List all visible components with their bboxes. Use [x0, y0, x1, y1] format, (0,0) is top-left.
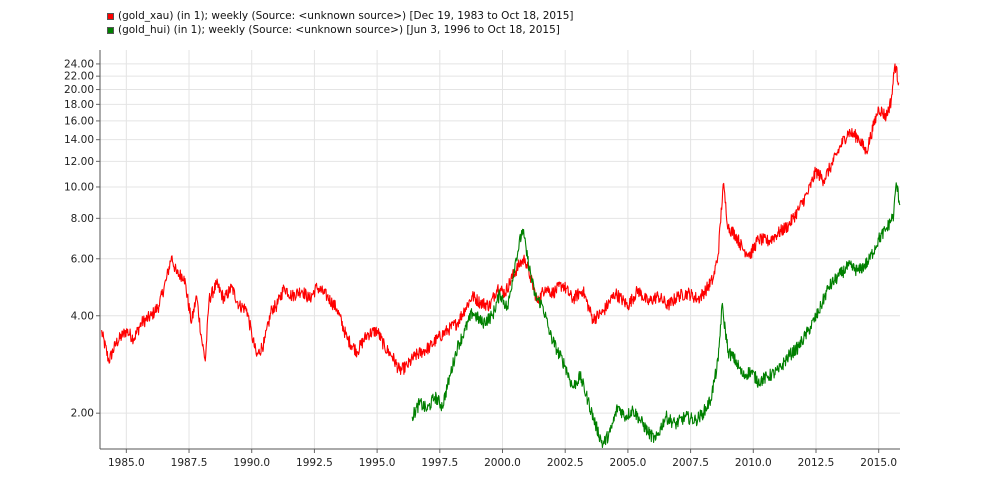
y-tick-label: 10.00 — [64, 181, 94, 193]
x-tick-label: 2002.5 — [547, 457, 584, 469]
chart-legend: (gold_xau) (in 1); weekly (Source: <unkn… — [107, 9, 574, 37]
x-tick-label: 2005.0 — [610, 457, 647, 469]
series-line-gold-hui — [411, 182, 901, 449]
x-tick-label: 1992.5 — [296, 457, 333, 469]
x-tick-label: 2012.5 — [798, 457, 835, 469]
x-tick-label: 1985.0 — [108, 457, 145, 469]
x-tick-label: 2015.0 — [860, 457, 897, 469]
y-tick-label: 20.00 — [64, 84, 94, 96]
y-tick-label: 12.00 — [64, 156, 94, 168]
series-line-gold-xau — [101, 63, 900, 376]
legend-swatch-gold-xau — [107, 12, 114, 20]
y-tick-label: 16.00 — [64, 115, 94, 127]
x-tick-label: 2000.0 — [484, 457, 521, 469]
x-tick-label: 1990.0 — [233, 457, 270, 469]
legend-label-gold-hui: (gold_hui) (in 1); weekly (Source: <unkn… — [118, 24, 560, 36]
legend-label-gold-xau: (gold_xau) (in 1); weekly (Source: <unkn… — [118, 10, 574, 22]
x-tick-label: 1995.0 — [359, 457, 396, 469]
legend-item-gold-xau: (gold_xau) (in 1); weekly (Source: <unkn… — [107, 9, 574, 23]
y-tick-label: 18.00 — [64, 99, 94, 111]
x-tick-label: 2007.5 — [672, 457, 709, 469]
x-tick-label: 1997.5 — [421, 457, 458, 469]
y-tick-label: 4.00 — [71, 310, 94, 322]
y-tick-label: 14.00 — [64, 134, 94, 146]
legend-swatch-gold-hui — [107, 26, 114, 34]
y-tick-label: 22.00 — [64, 71, 94, 83]
y-tick-label: 2.00 — [71, 408, 94, 420]
y-tick-label: 24.00 — [64, 58, 94, 70]
y-tick-label: 8.00 — [71, 213, 94, 225]
x-tick-label: 1987.5 — [171, 457, 208, 469]
legend-item-gold-hui: (gold_hui) (in 1); weekly (Source: <unkn… — [107, 23, 574, 37]
x-tick-label: 2010.0 — [735, 457, 772, 469]
y-tick-label: 6.00 — [71, 253, 94, 265]
